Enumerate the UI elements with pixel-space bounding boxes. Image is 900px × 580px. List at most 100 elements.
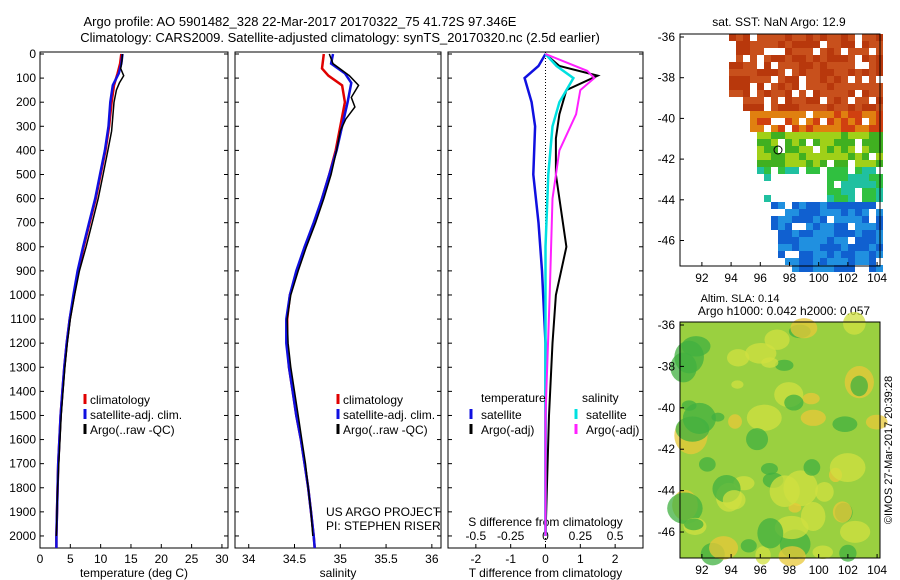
- sst-cell: [813, 244, 820, 251]
- sst-cell: [862, 209, 869, 216]
- sst-cell: [869, 34, 876, 41]
- sst-cell: [806, 48, 813, 55]
- sst-cell: [813, 230, 820, 237]
- sla-blob: [815, 482, 834, 502]
- sst-cell: [792, 258, 799, 265]
- s-tick-label: -0.25: [497, 529, 525, 543]
- sst-cell: [785, 48, 792, 55]
- sst-cell: [862, 258, 869, 265]
- sst-cell: [813, 111, 820, 118]
- sst-cell: [848, 83, 855, 90]
- sst-cell: [820, 34, 827, 41]
- sla-blob: [731, 380, 744, 389]
- sst-cell: [729, 69, 736, 76]
- sla-blob: [726, 349, 750, 367]
- sla-blob: [769, 475, 800, 508]
- sst-cell: [792, 202, 799, 209]
- sst-cell: [792, 265, 799, 272]
- sst-cell: [862, 188, 869, 195]
- sst-cell: [785, 160, 792, 167]
- sst-cell: [750, 48, 757, 55]
- sst-cell: [785, 139, 792, 146]
- sst-cell: [841, 188, 848, 195]
- sst-cell: [841, 104, 848, 111]
- sst-cell: [813, 223, 820, 230]
- sst-cell: [848, 139, 855, 146]
- sst-cell: [792, 139, 799, 146]
- sst-cell: [827, 62, 834, 69]
- sst-cell: [827, 139, 834, 146]
- sla-blob: [722, 490, 746, 510]
- sst-cell: [869, 167, 876, 174]
- sst-cell: [813, 90, 820, 97]
- sst-cell: [799, 265, 806, 272]
- sst-cell: [869, 76, 876, 83]
- sst-cell: [771, 41, 778, 48]
- series-line: [285, 53, 347, 549]
- sst-cell: [792, 104, 799, 111]
- y-tick-label: 1700: [9, 457, 36, 471]
- x-tick-label: 2: [612, 552, 619, 566]
- sst-cell: [736, 55, 743, 62]
- sst-cell: [848, 251, 855, 258]
- sst-cell: [799, 132, 806, 139]
- sst-cell: [841, 76, 848, 83]
- y-tick-label: 200: [16, 95, 36, 109]
- sst-cell: [841, 223, 848, 230]
- sst-cell: [841, 55, 848, 62]
- sst-cell: [729, 62, 736, 69]
- sst-cell: [806, 216, 813, 223]
- sst-cell: [736, 69, 743, 76]
- sst-cell: [757, 118, 764, 125]
- sst-cell: [855, 83, 862, 90]
- sst-cell: [785, 111, 792, 118]
- sst-cell: [764, 69, 771, 76]
- sst-cell: [827, 125, 834, 132]
- sst-cell: [869, 83, 876, 90]
- sst-cell: [869, 251, 876, 258]
- sst-cell: [869, 160, 876, 167]
- sst-cell: [799, 90, 806, 97]
- sst-cell: [841, 244, 848, 251]
- sst-cell: [813, 41, 820, 48]
- x-tick-label: 98: [783, 563, 797, 577]
- sst-cell: [841, 265, 848, 272]
- sst-cell: [869, 90, 876, 97]
- sst-cell: [841, 181, 848, 188]
- sst-cell: [785, 244, 792, 251]
- sst-cell: [820, 62, 827, 69]
- sst-cell: [743, 90, 750, 97]
- sst-cell: [869, 244, 876, 251]
- sst-cell: [806, 244, 813, 251]
- sst-cell: [841, 230, 848, 237]
- sst-cell: [848, 216, 855, 223]
- sst-cell: [862, 97, 869, 104]
- sst-cell: [869, 181, 876, 188]
- sst-cell: [869, 223, 876, 230]
- sst-cell: [834, 251, 841, 258]
- sst-cell: [834, 244, 841, 251]
- sst-cell: [764, 90, 771, 97]
- x-tick-label: -2: [471, 552, 482, 566]
- sst-cell: [848, 55, 855, 62]
- sst-cell: [869, 118, 876, 125]
- sst-cell: [827, 104, 834, 111]
- x-axis-label: salinity: [320, 566, 357, 580]
- legend-label: climatology: [343, 393, 403, 407]
- sst-cell: [743, 34, 750, 41]
- sst-cell: [806, 41, 813, 48]
- sst-cell: [834, 48, 841, 55]
- sst-cell: [778, 125, 785, 132]
- sst-cell: [806, 160, 813, 167]
- sst-cell: [841, 62, 848, 69]
- sst-cell: [806, 132, 813, 139]
- sst-cell: [855, 216, 862, 223]
- sst-cell: [834, 265, 841, 272]
- sst-cell: [855, 118, 862, 125]
- y-tick-label: 0: [29, 47, 36, 61]
- sst-cell: [820, 111, 827, 118]
- sst-cell: [855, 160, 862, 167]
- sst-cell: [771, 125, 778, 132]
- sst-cell: [799, 34, 806, 41]
- sla-blob: [775, 359, 794, 371]
